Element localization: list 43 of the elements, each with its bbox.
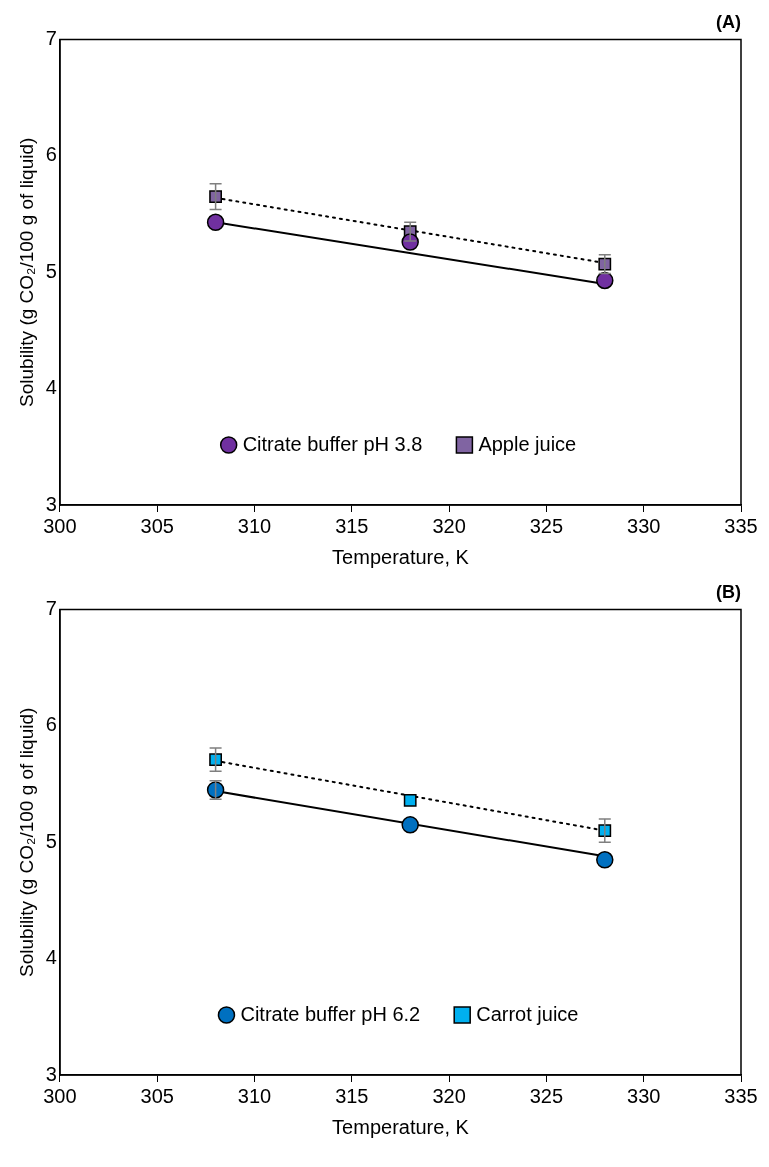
point [206, 213, 225, 232]
x-tick-label: 305 [140, 514, 174, 537]
y-tick-label: 3 [45, 492, 57, 515]
x-tick-label: 300 [43, 514, 77, 537]
y-tick-label: 4 [45, 376, 57, 399]
chart-title: (B) [716, 581, 741, 602]
y-tick-label: 4 [45, 946, 57, 969]
chart-title: (A) [716, 11, 741, 32]
x-tick-label: 330 [627, 1084, 661, 1107]
y-axis-title: Solubility (g CO₂/100 g of liquid) [15, 707, 37, 977]
x-tick-label: 335 [724, 1084, 758, 1107]
legend-label: Apple juice [478, 432, 577, 455]
x-tick-label: 335 [724, 514, 758, 537]
x-tick-label: 320 [432, 514, 466, 537]
y-tick-label: 6 [45, 143, 57, 166]
x-tick-label: 330 [627, 514, 661, 537]
point [401, 816, 419, 834]
legend-label: Citrate buffer pH 6.2 [240, 1002, 421, 1025]
x-tick-label: 300 [43, 1084, 77, 1107]
x-axis-title: Temperature, K [332, 1115, 470, 1138]
x-tick-label: 305 [140, 1084, 174, 1107]
x-tick-label: 325 [529, 514, 564, 537]
point [209, 753, 223, 767]
legend-label: Carrot juice [476, 1002, 579, 1025]
y-tick-label: 6 [45, 713, 57, 736]
x-tick-label: 315 [335, 1084, 369, 1107]
y-axis-title: Solubility (g CO₂/100 g of liquid) [15, 137, 37, 407]
x-tick-label: 310 [237, 514, 272, 537]
y-tick-label: 5 [45, 259, 57, 282]
x-tick-label: 310 [237, 1084, 272, 1107]
x-axis-title: Temperature, K [332, 545, 470, 568]
y-tick-label: 5 [45, 829, 57, 852]
x-tick-label: 325 [529, 1084, 564, 1107]
point [209, 190, 223, 204]
point [403, 794, 417, 807]
point [596, 271, 614, 290]
x-tick-label: 315 [335, 514, 369, 537]
y-tick-label: 7 [45, 597, 57, 620]
y-tick-label: 3 [45, 1062, 57, 1085]
y-tick-label: 7 [45, 27, 57, 50]
legend-label: Citrate buffer pH 3.8 [242, 432, 423, 455]
point [596, 851, 614, 869]
x-tick-label: 320 [432, 1084, 466, 1107]
